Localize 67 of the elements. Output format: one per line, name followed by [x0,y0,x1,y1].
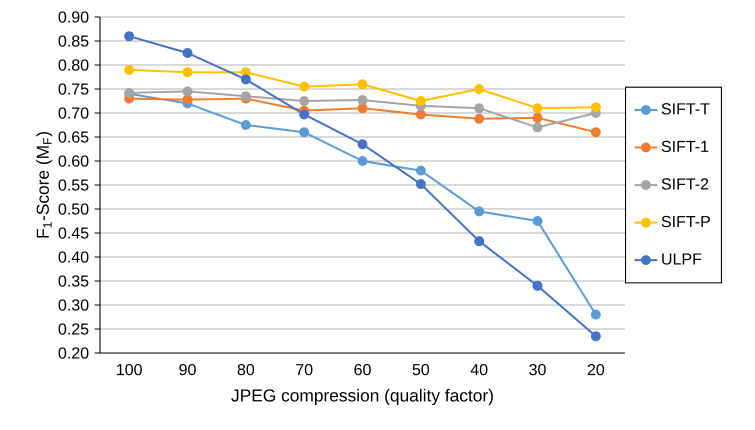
y-tick-label: 0.25 [58,323,88,335]
legend-label: ULPF [662,253,702,265]
point [474,206,484,216]
point [474,114,484,124]
x-tick-label: 30 [529,364,546,376]
x-tick-label: 100 [117,364,142,376]
y-tick-label: 0.30 [58,299,88,311]
point [416,179,426,190]
x-tick-label: 60 [354,364,371,376]
y-tick-label: 0.80 [58,59,88,71]
point [590,102,601,112]
y-tick-label: 0.65 [58,131,88,143]
legend-label: SIFT-2 [662,178,708,190]
point [532,280,543,291]
point [182,67,193,78]
point [474,103,484,114]
y-tick-label: 0.35 [58,275,88,287]
point [358,103,368,114]
x-axis-title: JPEG compression (quality factor) [231,388,493,406]
y-tick-label: 0.20 [58,347,88,359]
point [182,86,193,96]
point [532,103,543,114]
y-tick-label: 0.90 [58,11,88,23]
point [358,79,368,90]
legend-label: SIFT-1 [662,140,708,152]
y-tick-label: 0.45 [58,227,88,239]
x-tick-label: 50 [412,364,430,376]
point [299,82,310,92]
legend-label: SIFT-P [662,216,710,228]
x-tick-label: 70 [296,364,312,376]
point [532,112,543,123]
point [416,109,426,120]
y-tick-label: 0.55 [58,179,88,191]
x-tick-label: 90 [179,364,196,376]
point [358,139,368,150]
point [240,91,251,102]
point [124,31,134,42]
point [124,64,134,75]
point [358,156,368,166]
point [299,96,310,106]
point [240,74,251,84]
point [590,331,601,342]
legend-label: SIFT-T [662,103,710,114]
point [299,109,310,120]
point [416,96,426,106]
point [532,122,543,132]
y-axis-title: F$_{1}$-Score (M$_{F}$) [36,132,52,238]
point [590,310,601,320]
point [474,84,484,94]
x-tick-label: 20 [588,364,604,376]
point [590,127,601,138]
y-tick-label: 0.75 [58,83,88,95]
y-tick-label: 0.85 [58,35,88,47]
y-tick-label: 0.70 [58,107,88,119]
x-tick-label: 40 [470,364,488,376]
point [532,216,543,226]
point [182,94,193,105]
x-tick-label: 80 [238,364,254,376]
point [240,120,251,130]
y-tick-label: 0.40 [58,251,88,263]
point [358,95,368,106]
y-tick-label: 0.50 [58,203,88,215]
y-tick-label: 0.60 [58,155,88,167]
point [299,127,310,138]
point [416,166,426,176]
point [182,48,193,58]
point [474,236,484,246]
